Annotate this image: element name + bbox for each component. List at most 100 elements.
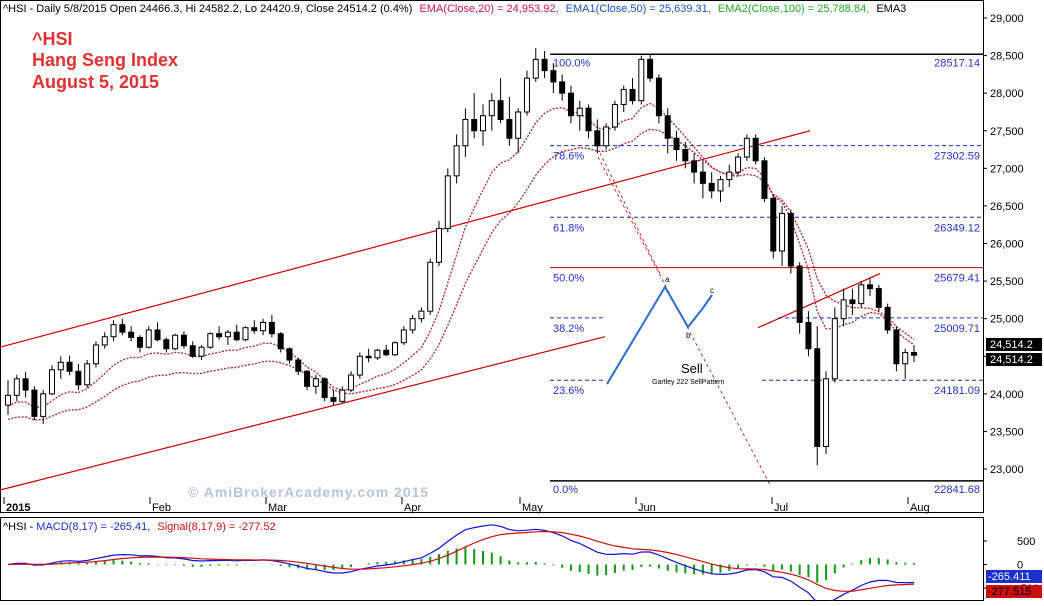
fibonacci-levels: 100.0% 28517.14 78.6% 27302.59 61.8% 26349.12… [550, 53, 983, 496]
candle-body [260, 321, 267, 332]
candle-body [559, 81, 566, 94]
y-tick-label: 29,000 [990, 13, 1024, 25]
y-tick-label: 28,500 [990, 51, 1024, 63]
title-symbol: ^HSI [32, 29, 73, 49]
candle-body [365, 355, 372, 359]
candle-body [304, 370, 311, 387]
candle-body [752, 137, 759, 162]
x-tick-label: Jun [638, 502, 656, 514]
candle-body [796, 265, 803, 323]
candle-body [92, 344, 99, 365]
candle-body [277, 333, 284, 350]
candle-body [286, 348, 293, 361]
candle-body [207, 333, 214, 348]
candle-body [40, 393, 47, 417]
candle-body [436, 227, 443, 263]
candle-body [902, 351, 909, 365]
candle-body [418, 310, 425, 320]
candle-body [770, 197, 777, 252]
candle-body [172, 334, 179, 350]
fib-value-label: 28517.14 [934, 57, 980, 69]
candle-body [761, 160, 768, 199]
header-ema50: EMA1(Close,50) = 25,639.31, [566, 3, 711, 15]
candle-body [691, 160, 698, 173]
candle-body [532, 58, 539, 79]
pattern-point-a: a [665, 275, 670, 284]
candle-body [251, 327, 258, 332]
candle-body [31, 389, 38, 417]
macd-tick-label: 0 [1017, 560, 1023, 572]
candle-body [128, 331, 135, 338]
fib-value-label: 27302.59 [934, 151, 980, 163]
candle-body [392, 342, 399, 356]
candle-body [154, 329, 161, 341]
candle-body [479, 115, 486, 132]
y-tick-label: 26,500 [990, 201, 1024, 213]
candle-body [647, 58, 654, 79]
title-date: August 5, 2015 [32, 72, 159, 92]
candle-body [488, 100, 495, 117]
x-tick-label: Apr [404, 502, 421, 514]
candle-body [550, 70, 557, 83]
candle-body [497, 100, 504, 120]
candle-body [84, 363, 91, 386]
candle-body [462, 118, 469, 147]
candle-body [224, 331, 231, 338]
candle-body [840, 299, 847, 320]
candle-body [541, 58, 548, 72]
candle-body [515, 111, 522, 139]
header-ema100: EMA2(Close,100) = 25,788.84, [718, 3, 869, 15]
candle-body [339, 389, 346, 402]
fib-percent-label: 61.8% [553, 222, 584, 234]
x-tick-label: May [522, 502, 543, 514]
macd-badge-box [986, 570, 1042, 583]
fib-value-label: 24181.09 [934, 385, 980, 397]
price-badge-box-2 [986, 353, 1042, 366]
candle-body [735, 156, 742, 173]
pattern-point-c: c [710, 286, 714, 295]
candle-body [101, 336, 108, 346]
fib-percent-label: 23.6% [553, 385, 584, 397]
candle-body [708, 182, 715, 192]
candle-body [875, 288, 882, 308]
candle-body [75, 370, 82, 386]
macd-badge: -265.411 [988, 571, 1031, 583]
price-badge-2: 24,514.2 [990, 354, 1033, 366]
candle-body [295, 359, 302, 372]
price-badge-box-1 [986, 338, 1042, 351]
signal-badge-box [986, 585, 1042, 598]
candle-body [726, 171, 733, 181]
signal-line [7, 530, 915, 592]
fib-value-label: 25009.71 [934, 323, 980, 335]
candle-body [629, 88, 636, 102]
macd-badges: -265.411 -277.515 [986, 570, 1042, 598]
candle-body [638, 58, 645, 102]
candle-body [5, 394, 11, 406]
candle-body [13, 378, 20, 396]
candle-body [823, 378, 830, 447]
candle-body [189, 345, 196, 357]
macd-tick-label: 500 [1017, 536, 1035, 548]
candle-body [779, 212, 786, 252]
candle-body [233, 331, 240, 341]
candle-body [312, 378, 319, 387]
y-tick-label: 27,000 [990, 163, 1024, 175]
candle-body [655, 77, 662, 117]
candle-body [743, 137, 750, 158]
y-tick-label: 23,500 [990, 426, 1024, 438]
candle-body [594, 130, 601, 147]
price-badge-1: 24,514.2 [990, 339, 1033, 351]
candle-body [409, 318, 416, 331]
title-index-name: Hang Seng Index [32, 50, 178, 70]
pattern-point-b: b [686, 331, 691, 340]
fib-percent-label: 78.6% [553, 151, 584, 163]
candle-body [216, 333, 223, 338]
candle-body [805, 321, 812, 350]
candle-body [603, 126, 610, 147]
candle-body [66, 361, 73, 372]
y-tick-label: 26,000 [990, 239, 1024, 251]
candle-body [814, 348, 821, 447]
channel-lines [0, 130, 881, 491]
trend-line [0, 130, 811, 348]
candle-body [110, 324, 117, 338]
